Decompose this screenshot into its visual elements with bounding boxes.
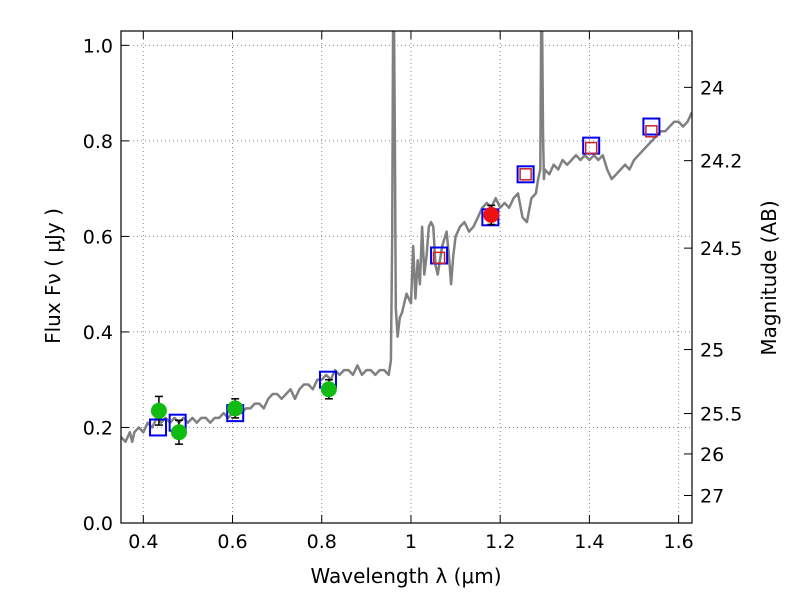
y-tick-label: 0.0 bbox=[83, 513, 113, 535]
model-box-marker bbox=[642, 117, 661, 136]
mag-tick-label: 25.5 bbox=[700, 404, 742, 426]
tick-marks bbox=[121, 31, 692, 524]
inner-box-marker bbox=[584, 141, 598, 155]
y-tick-label: 0.6 bbox=[83, 226, 113, 248]
detection-marker bbox=[227, 400, 244, 417]
grid-lines bbox=[121, 31, 692, 524]
model-box-marker bbox=[149, 418, 168, 437]
spectrum-line bbox=[121, 31, 692, 444]
inner-box-marker bbox=[432, 251, 446, 265]
detection-marker bbox=[483, 206, 500, 223]
detection-marker bbox=[320, 381, 337, 398]
y-tick-label: 0.4 bbox=[83, 322, 113, 344]
x-tick-label: 0.6 bbox=[217, 531, 247, 553]
detection-marker bbox=[170, 424, 187, 441]
axes-frame bbox=[120, 30, 693, 524]
x-tick-label: 1 bbox=[405, 531, 417, 553]
plot-frame bbox=[120, 30, 693, 524]
magnitude-axis-label: Magnitude (AB) bbox=[757, 200, 781, 355]
x-tick-label: 0.8 bbox=[307, 531, 337, 553]
mag-tick-label: 27 bbox=[700, 486, 724, 508]
mag-tick-label: 24.2 bbox=[700, 151, 742, 173]
photometry-points bbox=[149, 117, 661, 445]
mag-tick-label: 24.5 bbox=[700, 238, 742, 260]
x-tick-label: 0.4 bbox=[128, 531, 158, 553]
inner-box-marker bbox=[519, 168, 532, 181]
inner-box-marker bbox=[645, 125, 658, 138]
y-tick-label: 0.2 bbox=[83, 417, 113, 439]
x-axis-label: Wavelength λ (μm) bbox=[310, 564, 501, 588]
mag-tick-label: 25 bbox=[700, 340, 724, 362]
y-tick-label: 0.8 bbox=[83, 131, 113, 153]
y-axis-label: Flux Fν ( μJy ) bbox=[41, 208, 65, 344]
mag-tick-label: 26 bbox=[700, 444, 724, 466]
spectrum-series bbox=[121, 31, 692, 444]
x-tick-label: 1.4 bbox=[574, 531, 604, 553]
x-tick-label: 1.2 bbox=[485, 531, 515, 553]
model-box-marker bbox=[516, 165, 535, 184]
x-tick-label: 1.6 bbox=[664, 531, 694, 553]
mag-tick-label: 24 bbox=[700, 77, 724, 99]
tick-labels: 0.4 0.6 0.8 1 1.2 1.4 1.6 0.0 0.2 0.4 0.6 0.8 1.0 24 2… bbox=[83, 35, 743, 553]
y-tick-label: 1.0 bbox=[83, 35, 113, 57]
detection-marker bbox=[150, 402, 167, 419]
